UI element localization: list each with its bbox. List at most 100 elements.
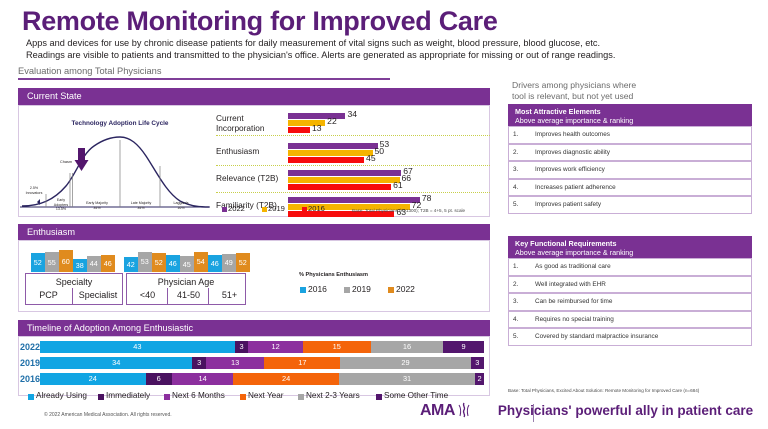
timeline-segment-2019-already-using: 34 <box>40 357 193 369</box>
bar-value-label: 13 <box>311 123 322 133</box>
enthusiasm-legend-label-2016: 2016 <box>308 284 327 294</box>
ama-tagline: Physicians' powerful ally in patient car… <box>497 403 754 418</box>
table-row: 4. Increases patient adherence <box>508 178 752 196</box>
drivers-intro-line-2: tool is relevant, but not yet used <box>512 91 634 101</box>
timeline-segment-2016-next-2-3-years: 31 <box>338 373 476 385</box>
timeline-segment-2022-next-year: 15 <box>302 341 371 353</box>
bar-2019-enthusiasm <box>288 150 373 156</box>
subtitle-line-1: Apps and devices for use by chronic dise… <box>26 38 601 48</box>
bar-2019-familiarity--t-b- <box>288 204 410 210</box>
section-header-enthusiasm: Enthusiasm <box>18 224 490 240</box>
timeline-segment-2022-immediately: 3 <box>234 341 249 353</box>
table-row-text: Covered by standard malpractice insuranc… <box>535 333 659 340</box>
bar-chart-row-divider <box>216 165 490 166</box>
table-row-text: Well integrated with EHR <box>535 280 606 288</box>
enthusiasm-box-2019-PCP: 55 <box>45 251 59 272</box>
table-header-0: Most Attractive Elements Above average im… <box>508 104 752 126</box>
enthusiasm-legend-label-2019: 2019 <box>352 284 371 294</box>
table-row-text: Improves patient safety <box>535 201 602 208</box>
enthusiasm-group-specialty: Specialty <box>25 273 123 305</box>
table-row: 1. As good as traditional care <box>508 258 752 276</box>
enthusiasm-age-divider-1 <box>167 288 168 305</box>
enthusiasm-box-2019-40: 53 <box>138 252 152 272</box>
lifecycle-label-late-majority: Late Majority 34% <box>130 201 152 210</box>
bar-chart-row-divider <box>216 192 490 193</box>
table-row-number: 4. <box>513 183 519 191</box>
current-state-base-note: Base: Total Physicians (n=1300); T2B = 4… <box>352 208 466 213</box>
subtitle-line-2: Readings are visible to patients and tra… <box>26 49 616 60</box>
timeline-legend-label-some-other-time: Some Other Time <box>384 391 449 400</box>
bar-chart-category-label: Familiarity (T2B) <box>216 200 277 210</box>
enthusiasm-box-2016-4150: 46 <box>166 255 180 272</box>
legend-label-2019: 2019 <box>268 204 285 213</box>
enthusiasm-subcell-pcp: PCP <box>39 290 58 300</box>
enthusiasm-box-2022-4150: 54 <box>194 252 208 272</box>
enthusiasm-legend-swatch-2019 <box>344 287 350 293</box>
bar-2022-familiarity--t-b- <box>288 197 420 203</box>
bar-2022-current-incorporation <box>288 113 346 119</box>
timeline-year-label-2022: 2022 <box>20 342 41 352</box>
bar-value-label: 50 <box>374 146 385 156</box>
enthusiasm-box-2022-PCP: 60 <box>59 249 73 272</box>
timeline-legend-swatch-some-other-time <box>376 394 382 400</box>
bar-value-label: 78 <box>421 193 432 203</box>
drivers-intro-line-1: Drivers among physicians where <box>512 80 637 90</box>
bar-chart-category-label: Enthusiasm <box>216 146 260 156</box>
table-row-number: 1. <box>513 263 519 270</box>
timeline-legend-label-next-year: Next Year <box>248 391 284 400</box>
bar-value-label: 66 <box>401 173 412 183</box>
table-row-text: Improves health outcomes <box>535 131 610 138</box>
bar-2016-enthusiasm <box>288 157 365 163</box>
enthusiasm-legend-title: % Physicians Enthusiasm <box>299 272 369 278</box>
table-row-number: 2. <box>513 280 519 288</box>
timeline-year-label-2016: 2016 <box>20 374 41 384</box>
bar-2022-relevance--t-b- <box>288 170 402 176</box>
timeline-segment-2016-immediately: 6 <box>145 373 172 385</box>
table-row: 2. Improves diagnostic ability <box>508 143 752 161</box>
enthusiasm-legend-swatch-2016 <box>300 287 306 293</box>
enthusiasm-box-2019-51: 49 <box>222 254 236 272</box>
bar-value-label: 45 <box>366 153 376 163</box>
page-subtitle: Apps and devices for use by chronic dise… <box>26 38 750 61</box>
bar-2016-current-incorporation <box>288 127 310 133</box>
table-row: 4. Requires no special training <box>508 310 752 328</box>
caduceus-icon <box>458 402 470 418</box>
copyright-text: © 2022 American Medical Association. All… <box>44 412 172 418</box>
lifecycle-label-laggards: Laggards 16% <box>173 201 189 210</box>
timeline-segment-2019-next-6-months: 13 <box>205 357 265 369</box>
enthusiasm-specialty-divider <box>72 288 73 305</box>
lifecycle-label-early-adopters: Early Adopters 13.5% <box>53 198 69 212</box>
enthusiasm-group-physician-age: Physician Age <box>126 273 246 305</box>
table-row-text: Improves work efficiency <box>535 166 605 173</box>
table-row-text: Improves diagnostic ability <box>535 148 610 156</box>
bar-value-label: 22 <box>327 116 337 126</box>
table-header-subtitle-0: Above average importance & ranking <box>515 116 634 125</box>
timeline-segment-2016-already-using: 24 <box>40 373 146 385</box>
lifecycle-title: Technology Adoption Life Cycle <box>71 120 169 127</box>
footer-divider <box>533 404 534 422</box>
table-row: 1. Improves health outcomes <box>508 126 752 144</box>
bar-value-label: 72 <box>411 200 422 210</box>
timeline-legend-label-already-using: Already Using <box>36 391 87 400</box>
enthusiasm-box-2016-Specialist: 38 <box>73 258 87 272</box>
bar-value-label: 61 <box>393 180 403 190</box>
legend-swatch-2022 <box>222 207 227 212</box>
enthusiasm-box-2022-51: 52 <box>236 252 250 272</box>
table-row-text: Can be reimbursed for time <box>535 298 613 305</box>
bar-value-label: 53 <box>379 139 390 149</box>
table-row: 2. Well integrated with EHR <box>508 275 752 293</box>
enthusiasm-subcell-specialist: Specialist <box>78 290 118 300</box>
lifecycle-label-innovators: 2.5% Innovators <box>25 186 43 195</box>
section-header-timeline: Timeline of Adoption Among Enthusiastic <box>18 320 490 336</box>
header-divider <box>18 78 390 80</box>
timeline-segment-2016-next-year: 24 <box>233 373 339 385</box>
ama-footer: AMA Physicians' powerful ally in patient… <box>420 402 754 422</box>
lifecycle-label-chasm: Chasm <box>60 160 73 164</box>
lifecycle-label-early-majority: Early Majority 34% <box>86 201 108 210</box>
enthusiasm-group-label-specialty: Specialty <box>55 277 93 287</box>
timeline-segment-2022-next-2-3-years: 16 <box>370 341 444 353</box>
evaluation-label: Evaluation among Total Physicians <box>18 66 162 76</box>
table-row: 3. Can be reimbursed for time <box>508 293 752 311</box>
enthusiasm-box-2019-Specialist: 44 <box>87 256 101 272</box>
bar-chart-category-label: Current Incorporation <box>216 113 265 133</box>
